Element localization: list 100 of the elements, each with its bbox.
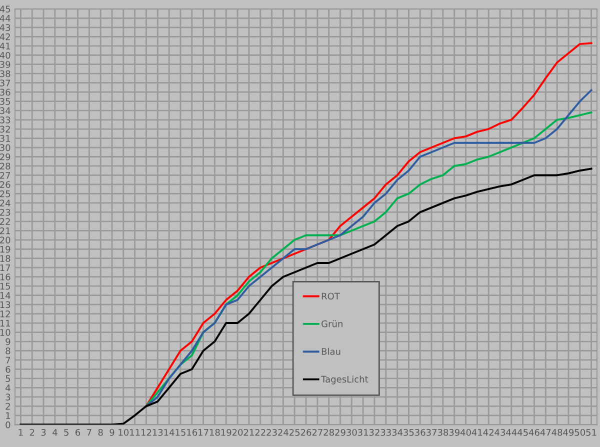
x-tick-label: 27 [312, 428, 322, 436]
y-tick-label: 6 [6, 366, 10, 373]
x-tick-label: 28 [324, 428, 334, 436]
y-tick-label: 20 [0, 236, 10, 244]
y-tick-label: 19 [0, 246, 10, 253]
x-tick-label: 37 [426, 428, 436, 436]
y-tick-label: 42 [0, 33, 10, 40]
y-tick-label: 27 [0, 172, 10, 179]
x-tick-label: 22 [255, 428, 266, 436]
x-tick-label: 9 [110, 428, 114, 436]
x-tick-label: 5 [64, 429, 68, 436]
y-tick-label: 24 [0, 200, 10, 206]
x-tick-label: 30 [346, 428, 357, 436]
y-tick-label: 7 [6, 356, 10, 364]
x-tick-label: 46 [528, 428, 540, 436]
x-tick-label: 36 [415, 428, 426, 436]
x-tick-label: 12 [141, 428, 152, 436]
x-tick-label: 4 [52, 429, 58, 436]
x-tick-label: 50 [574, 428, 586, 436]
x-tick-label: 33 [380, 428, 391, 436]
x-tick-label: 6 [76, 428, 80, 436]
x-tick-label: 24 [278, 428, 288, 436]
x-tick-label: 13 [152, 428, 163, 436]
y-tick-label: 5 [6, 375, 10, 382]
y-tick-label: 37 [0, 80, 10, 86]
x-tick-label: 16 [187, 428, 198, 436]
y-tick-label: 29 [0, 153, 10, 160]
x-tick-label: 31 [358, 428, 368, 436]
y-tick-label: 3 [6, 394, 10, 400]
y-tick-label: 13 [0, 301, 10, 308]
x-tick-label: 10 [118, 428, 129, 436]
x-tick-label: 43 [494, 428, 506, 436]
x-tick-label: 2 [30, 428, 34, 436]
x-tick-label: 44 [506, 429, 517, 436]
y-tick-label: 45 [0, 6, 10, 12]
x-tick-label: 34 [392, 428, 403, 436]
x-tick-label: 29 [335, 428, 346, 436]
x-tick-label: 1 [18, 429, 23, 436]
y-tick-label: 43 [0, 24, 10, 31]
y-tick-label: 25 [0, 190, 10, 198]
y-tick-label: 18 [0, 255, 10, 262]
y-tick-label: 31 [0, 135, 10, 142]
y-tick-label: 0 [6, 421, 10, 428]
y-tick-label: 15 [0, 282, 10, 290]
y-tick-label: 28 [0, 162, 10, 170]
x-tick-label: 3 [41, 428, 46, 436]
y-tick-label: 26 [0, 181, 10, 188]
y-tick-label: 10 [0, 329, 10, 336]
legend-label: ROT [322, 292, 340, 300]
x-tick-label: 41 [472, 429, 482, 436]
x-tick-label: 32 [369, 428, 380, 436]
y-tick-label: 33 [0, 116, 10, 124]
x-tick-label: 38 [438, 428, 448, 436]
x-tick-label: 42 [483, 428, 494, 436]
x-tick-label: 18 [210, 428, 220, 436]
y-tick-label: 34 [0, 107, 10, 114]
y-tick-label: 9 [6, 338, 10, 346]
x-tick-label: 39 [449, 428, 460, 436]
y-tick-label: 17 [0, 264, 10, 272]
x-tick-label: 51 [586, 429, 596, 436]
x-tick-label: 23 [266, 428, 277, 436]
y-tick-label: 2 [6, 402, 10, 410]
x-tick-label: 40 [460, 428, 471, 436]
y-tick-label: 1 [6, 412, 10, 419]
y-tick-label: 36 [0, 88, 10, 96]
x-tick-label: 26 [300, 428, 312, 436]
x-tick-label: 11 [130, 429, 140, 436]
x-tick-label: 8 [98, 428, 103, 436]
legend-label: Grün [322, 320, 342, 328]
y-tick-label: 44 [0, 15, 10, 22]
legend-label: TagesLicht [321, 376, 368, 384]
x-tick-label: 20 [232, 428, 243, 436]
x-tick-label: 21 [244, 428, 254, 436]
x-tick-label: 45 [518, 429, 528, 436]
x-tick-label: 7 [87, 429, 92, 436]
y-tick-label: 12 [0, 310, 10, 318]
y-tick-label: 41 [0, 42, 10, 50]
y-tick-label: 23 [0, 208, 10, 216]
y-tick-label: 14 [0, 292, 10, 299]
y-tick-label: 38 [0, 70, 10, 78]
x-tick-label: 25 [290, 428, 300, 436]
y-tick-label: 30 [0, 144, 10, 152]
y-tick-label: 39 [0, 61, 10, 68]
x-tick-label: 35 [404, 428, 414, 436]
y-tick-label: 22 [0, 218, 10, 225]
y-tick-label: 16 [0, 274, 10, 280]
y-tick-label: 32 [0, 126, 10, 133]
y-tick-label: 4 [6, 384, 10, 392]
x-tick-label: 48 [552, 428, 562, 436]
legend-label: Blau [322, 348, 340, 355]
y-tick-label: 8 [6, 347, 10, 354]
x-tick-label: 15 [176, 429, 186, 436]
y-tick-label: 40 [0, 52, 10, 59]
x-tick-label: 47 [540, 429, 551, 436]
x-tick-label: 19 [221, 428, 232, 436]
y-tick-label: 11 [0, 320, 10, 326]
x-tick-label: 14 [164, 429, 174, 436]
y-tick-label: 21 [0, 227, 10, 234]
x-tick-label: 17 [198, 429, 208, 436]
y-tick-label: 35 [0, 98, 10, 105]
